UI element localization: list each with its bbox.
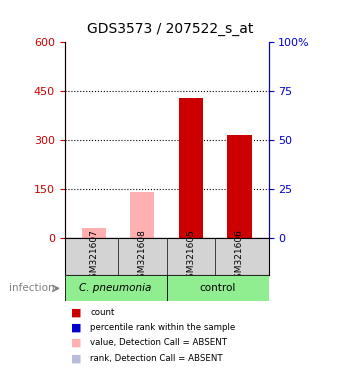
Text: infection: infection [8,283,54,293]
Text: GDS3573 / 207522_s_at: GDS3573 / 207522_s_at [87,22,253,36]
Text: GSM321606: GSM321606 [235,229,244,284]
Text: percentile rank within the sample: percentile rank within the sample [90,323,235,332]
Text: GSM321607: GSM321607 [89,229,98,284]
Bar [82,228,106,238]
Text: control: control [200,283,236,293]
Text: count: count [90,308,115,317]
Text: ■: ■ [71,323,82,333]
Text: C. pneumonia: C. pneumonia [80,283,152,293]
Bar [130,192,154,238]
Text: ■: ■ [71,307,82,317]
Bar [167,275,269,301]
Text: value, Detection Call = ABSENT: value, Detection Call = ABSENT [90,338,227,348]
Bar [227,135,252,238]
Text: ■: ■ [71,353,82,363]
Bar [179,98,203,238]
Bar [65,275,167,301]
Text: rank, Detection Call = ABSENT: rank, Detection Call = ABSENT [90,354,223,363]
Text: ■: ■ [71,338,82,348]
Text: GSM321605: GSM321605 [186,229,196,284]
Text: GSM321608: GSM321608 [138,229,147,284]
